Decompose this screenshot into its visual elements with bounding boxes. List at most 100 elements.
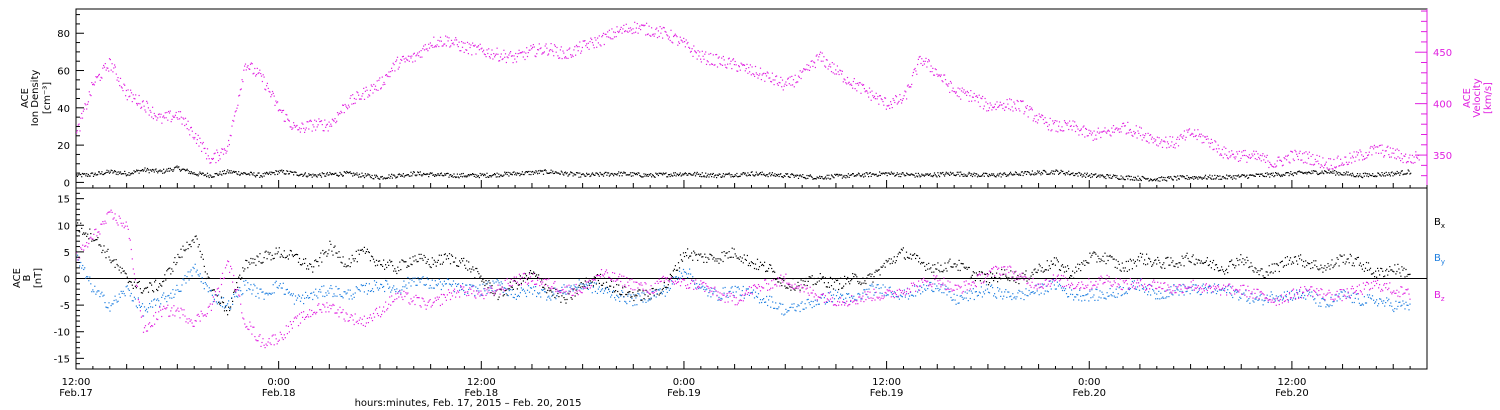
data-point xyxy=(1289,257,1292,259)
data-point xyxy=(321,172,323,174)
data-point xyxy=(355,286,357,288)
data-point xyxy=(942,81,944,83)
data-point xyxy=(808,276,810,278)
data-point xyxy=(320,120,323,122)
data-point xyxy=(903,257,905,259)
data-point xyxy=(712,54,714,56)
data-point xyxy=(363,87,365,89)
data-point xyxy=(117,77,119,79)
data-point xyxy=(213,153,215,155)
data-point xyxy=(820,176,822,178)
data-point xyxy=(456,173,458,175)
data-point xyxy=(530,45,532,47)
data-point xyxy=(260,262,262,264)
data-point xyxy=(1120,131,1122,133)
data-point xyxy=(129,95,131,97)
data-point xyxy=(1395,273,1397,275)
data-point xyxy=(688,257,690,259)
data-point xyxy=(1405,162,1408,164)
data-point xyxy=(360,98,362,100)
data-point xyxy=(588,173,590,175)
data-point xyxy=(515,52,517,55)
data-point xyxy=(1052,120,1054,122)
data-point xyxy=(678,174,680,177)
data-point xyxy=(1268,166,1270,169)
data-point xyxy=(464,176,466,178)
data-point xyxy=(427,50,429,52)
data-point xyxy=(229,309,231,312)
data-point xyxy=(571,298,573,300)
data-point xyxy=(538,274,540,276)
data-point xyxy=(995,277,997,279)
data-point xyxy=(548,50,551,52)
data-point xyxy=(1175,176,1177,178)
data-point xyxy=(417,52,419,54)
data-point xyxy=(165,117,167,119)
data-point xyxy=(742,64,744,66)
data-point xyxy=(1407,273,1409,276)
data-point xyxy=(80,117,82,119)
data-point xyxy=(181,284,183,286)
data-point xyxy=(633,299,635,302)
data-point xyxy=(857,174,859,176)
data-point xyxy=(463,51,465,53)
data-point xyxy=(865,172,867,174)
data-point xyxy=(1162,140,1164,142)
data-point xyxy=(946,270,948,272)
data-point xyxy=(477,271,479,273)
data-point xyxy=(1163,179,1165,181)
data-point xyxy=(620,294,622,296)
data-point xyxy=(1384,150,1386,152)
data-point xyxy=(580,52,582,54)
data-point xyxy=(353,97,355,100)
data-point xyxy=(1232,175,1234,177)
data-point xyxy=(1152,142,1154,144)
data-point xyxy=(1306,173,1308,175)
data-point xyxy=(479,43,481,45)
data-point xyxy=(860,283,862,286)
data-point xyxy=(790,174,792,176)
data-point xyxy=(1242,258,1244,260)
data-point xyxy=(424,256,426,258)
data-point xyxy=(259,176,261,178)
data-point xyxy=(1113,258,1115,260)
data-point xyxy=(1016,173,1018,175)
data-point xyxy=(562,50,564,52)
data-point xyxy=(932,67,934,69)
data-point xyxy=(1401,158,1403,160)
data-point xyxy=(1251,153,1253,155)
data-point xyxy=(1004,172,1006,174)
data-point xyxy=(1394,264,1396,266)
data-point xyxy=(490,292,492,294)
data-point xyxy=(1372,173,1374,175)
data-point xyxy=(907,174,909,176)
data-point xyxy=(371,288,374,290)
data-point xyxy=(100,293,102,295)
data-point xyxy=(753,175,755,177)
data-point xyxy=(465,267,467,269)
data-point xyxy=(261,291,263,293)
data-point xyxy=(272,92,274,94)
data-point xyxy=(1083,125,1085,127)
data-point xyxy=(1044,117,1046,119)
data-point xyxy=(1276,160,1278,162)
data-point xyxy=(824,277,826,279)
data-point xyxy=(176,284,178,286)
data-point xyxy=(468,288,470,291)
data-point xyxy=(305,258,307,260)
data-point xyxy=(1025,270,1027,272)
data-point xyxy=(906,85,909,87)
data-point xyxy=(1370,145,1372,148)
data-point xyxy=(1118,263,1120,265)
data-point xyxy=(749,71,751,73)
data-point xyxy=(820,278,822,280)
data-point xyxy=(683,37,685,39)
data-point xyxy=(217,294,220,296)
data-point xyxy=(406,59,408,61)
data-point xyxy=(1107,130,1109,132)
data-point xyxy=(807,177,809,179)
data-point xyxy=(978,94,980,96)
data-point xyxy=(1279,159,1281,161)
data-point xyxy=(331,250,333,252)
